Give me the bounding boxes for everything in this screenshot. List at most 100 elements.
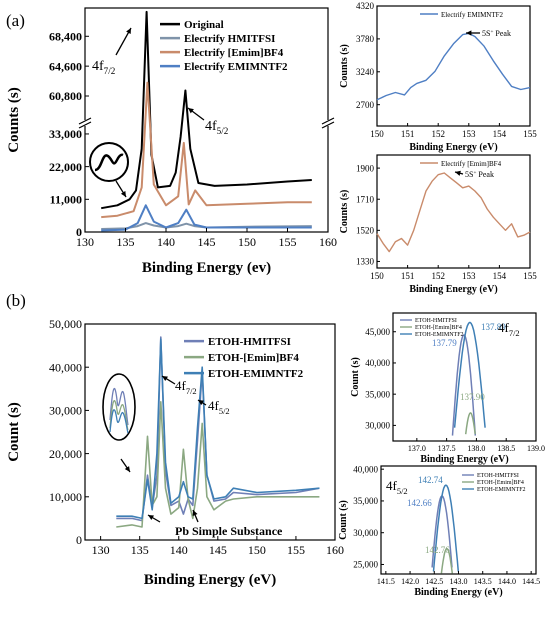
a-axis-break-mark	[321, 117, 335, 125]
a-main-zoom-arrow-head	[120, 191, 126, 197]
a-main-y-tick-label: 22,000	[49, 160, 82, 174]
b-inset-top-corner-label-base: 4f	[498, 320, 510, 335]
b-main-x-tick-label: 135	[131, 543, 149, 557]
a-main-annotation-4f52: 4f5/2	[205, 119, 229, 136]
a-main-zoom-curve	[94, 153, 124, 172]
b-main-legend-label: ETOH-[Emim]BF4	[208, 352, 299, 364]
a-inset-bottom-x-tick-label: 150	[370, 271, 384, 281]
a-main-annotation-4f72-sub: 7/2	[104, 66, 116, 76]
b-inset-top-series-line	[451, 334, 477, 436]
a-main-x-tick-label: 160	[319, 235, 337, 249]
b-inset-bottom-x-tick-label: 142.0	[401, 577, 419, 586]
b-inset-top-y-axis-label: Count (s)	[350, 357, 361, 397]
b-inset-bottom-x-tick-label: 143.5	[474, 577, 492, 586]
b-inset-bottom-x-tick-label: 143.0	[450, 577, 468, 586]
b-inset-top-x-tick-label: 138.5	[497, 444, 515, 453]
b-inset-top-x-tick-label: 139.0	[527, 444, 545, 453]
b-inset-top-legend-label: ETOH-[Emim]BF4	[415, 325, 462, 331]
a-main-x-tick-label: 135	[117, 235, 135, 249]
b-main-y-tick-label: 10,000	[49, 490, 82, 504]
a-main-x-axis-label: Binding Energy (ev)	[142, 260, 271, 276]
b-inset-top-x-tick-label: 137.0	[408, 444, 426, 453]
a-axis-break-gap	[322, 120, 334, 126]
a-main-annotation-4f52-sub: 5/2	[217, 126, 229, 136]
a-inset-bottom-x-tick-label: 153	[462, 271, 476, 281]
a-inset-top-y-tick-label: 3240	[356, 67, 375, 77]
b-inset-top-frame	[392, 312, 537, 442]
a-inset-top-legend-label: Electrify EMIMNTF2	[441, 11, 504, 19]
b-main-x-tick-label: 130	[92, 543, 110, 557]
a-inset-top-x-tick-label: 153	[462, 129, 476, 139]
b-inset-bottom-legend-label: ETOH-EMIMNTF2	[477, 487, 526, 493]
b-inset-bottom-x-tick-label: 144.0	[498, 577, 516, 586]
b-inset-bottom-x-axis-label: Binding Energy (eV)	[414, 587, 502, 598]
b-main-x-tick-label: 150	[248, 543, 266, 557]
b-inset-bottom-y-tick-label: 35,000	[353, 496, 378, 506]
a-inset-top-peak-arrow-head	[466, 30, 472, 36]
a-inset-bottom-y-tick-label: 1520	[356, 225, 375, 235]
b-main-annotation-4f72: 4f7/2	[175, 378, 197, 396]
a-main-y-tick-label: 0	[76, 225, 82, 239]
a-axis-break-mark	[78, 117, 92, 125]
a-main-y-tick-label: 11,000	[50, 193, 82, 207]
b-main-legend-label: ETOH-EMIMNTF2	[208, 368, 304, 380]
a-main-arrow-4f52-head	[188, 108, 194, 114]
a-main-series-line	[101, 81, 312, 219]
b-inset-bottom-x-tick-label: 144.5	[522, 577, 540, 586]
b-main-arrow-4f72-head	[162, 376, 168, 382]
a-main-y-tick-label: 64,600	[49, 59, 82, 73]
a-axis-break-gap	[79, 120, 91, 126]
a-inset-top-frame	[376, 5, 531, 127]
a-inset-top-y-tick-label: 3780	[356, 34, 375, 44]
a-main-y-tick-label: 60,800	[49, 89, 82, 103]
b-main-frame	[84, 323, 336, 541]
a-inset-top-y-tick-label: 2700	[356, 100, 375, 110]
b-inset-top-y-tick-label: 35,000	[365, 389, 390, 399]
a-inset-bottom-x-axis-label: Binding Energy (eV)	[409, 284, 497, 295]
b-main-zoom-oval	[102, 373, 136, 441]
a-main-x-tick-label: 150	[238, 235, 256, 249]
b-inset-top-y-tick-label: 30,000	[365, 421, 390, 431]
a-main-annotation-4f72: 4f7/2	[92, 59, 116, 76]
b-inset-bottom-y-tick-label: 40,000	[353, 464, 378, 474]
a-inset-top-peak-label: 5S+ Peak	[482, 29, 511, 38]
a-inset-top-x-axis-label: Binding Energy (eV)	[409, 142, 497, 153]
b-main-x-tick-label: 160	[326, 543, 344, 557]
b-inset-bottom-y-axis-label: Count (s)	[338, 500, 349, 540]
a-main-legend-label: Electrify EMIMNTF2	[184, 61, 288, 73]
a-panel-label: (a)	[6, 11, 25, 30]
a-inset-bottom-x-tick-label: 151	[401, 271, 415, 281]
b-inset-top-corner-label: 4f7/2	[498, 320, 520, 338]
b-main-annotation-4f72-sub: 7/2	[186, 386, 197, 396]
b-main-y-tick-label: 50,000	[49, 317, 82, 331]
b-main-zoom-curve-1	[109, 387, 129, 426]
b-main-y-tick-label: 20,000	[49, 447, 82, 461]
a-inset-bottom-y-axis-label: Counts (s)	[339, 190, 350, 234]
a-inset-top-peak-label-base: 5S	[482, 29, 490, 38]
b-main-substance-arrow-right-head	[192, 510, 198, 516]
b-inset-top-legend-label: ETOH-HMITFSI	[415, 318, 457, 324]
a-inset-top-x-tick-label: 154	[493, 129, 507, 139]
a-main-y-tick-label: 68,400	[49, 29, 82, 43]
a-main-x-tick-label: 130	[76, 235, 94, 249]
a-main-arrow-4f72-head	[126, 28, 131, 34]
a-main-legend-label: Electrify HMITFSI	[184, 33, 275, 45]
a-inset-bottom-frame	[376, 154, 531, 269]
b-inset-bottom-corner-label-sub: 5/2	[397, 486, 408, 496]
b-main-y-tick-label: 0	[76, 533, 82, 547]
b-inset-bottom-corner-label: 4f5/2	[386, 478, 408, 496]
a-inset-top-series-line	[376, 32, 531, 101]
a-inset-bottom-peak-label: 5S+ Peak	[465, 170, 494, 179]
a-inset-bottom-y-tick-label: 1710	[356, 194, 375, 204]
b-main-arrow-4f52-head	[198, 400, 204, 406]
b-inset-bottom-legend-label: ETOH-[Emim]BF4	[477, 480, 524, 486]
b-main-zoom-curve-3	[109, 409, 129, 434]
b-main-series-line	[116, 338, 320, 520]
b-main-annotation-4f52: 4f5/2	[208, 398, 230, 416]
b-inset-bottom-peak-value-label: 142.76	[425, 545, 450, 555]
b-main-annotation-4f72-base: 4f	[175, 378, 187, 393]
b-main-zoom-curve-2	[109, 400, 129, 431]
b-inset-top-x-tick-label: 138.0	[467, 444, 485, 453]
b-main-substance-arrow-left-head	[148, 515, 154, 520]
